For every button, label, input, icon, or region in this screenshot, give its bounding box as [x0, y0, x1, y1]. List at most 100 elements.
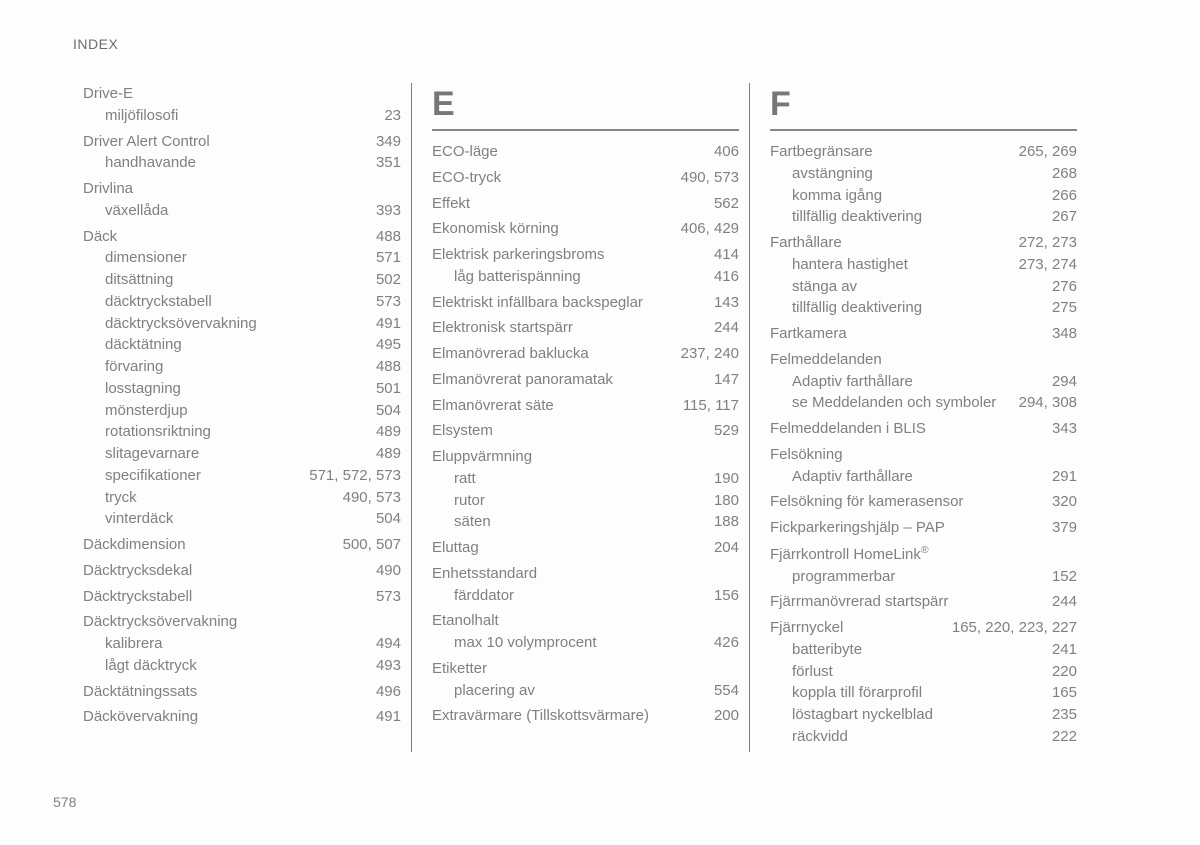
entry-label: Elmanövrerat panoramatak — [432, 369, 613, 391]
entry-pages: 494 — [370, 633, 401, 655]
entry-pages: 143 — [708, 292, 739, 314]
index-entry: Fjärrnyckel165, 220, 223, 227 — [770, 617, 1077, 639]
entry-pages: 220 — [1046, 661, 1077, 683]
entry-label: förlust — [792, 661, 833, 683]
index-entry: Eluttag204 — [432, 537, 739, 559]
entry-label: rutor — [454, 490, 485, 512]
index-subentry: max 10 volymprocent426 — [432, 632, 739, 654]
section-letter: E — [432, 87, 739, 121]
entry-pages: 573 — [370, 291, 401, 313]
entry-pages: 488 — [370, 226, 401, 248]
entry-label: Felmeddelanden — [770, 349, 882, 371]
index-entry: Däckövervakning 491 — [83, 706, 401, 728]
entry-label: Fjärrkontroll HomeLink® — [770, 543, 929, 566]
entry-label: löstagbart nyckelblad — [792, 704, 933, 726]
index-entry: Farthållare272, 273 — [770, 232, 1077, 254]
index-subentry: rotationsriktning489 — [83, 421, 401, 443]
entry-pages: 379 — [1046, 517, 1077, 539]
index-subentry: tillfällig deaktivering267 — [770, 206, 1077, 228]
entry-pages: 562 — [708, 193, 739, 215]
index-column: FFartbegränsare265, 269avstängning268kom… — [749, 83, 1087, 752]
index-subentry: koppla till förarprofil165 — [770, 682, 1077, 704]
entry-pages: 273, 274 — [1013, 254, 1077, 276]
entry-pages: 188 — [708, 511, 739, 533]
entry-label: ditsättning — [105, 269, 173, 291]
entry-label: handhavande — [105, 152, 196, 174]
index-subentry: förvaring488 — [83, 356, 401, 378]
entry-label: Fartbegränsare — [770, 141, 873, 163]
entry-label: Effekt — [432, 193, 470, 215]
index-entry: Fjärrkontroll HomeLink® — [770, 543, 1077, 566]
entry-label: komma igång — [792, 185, 882, 207]
index-subentry: hantera hastighet273, 274 — [770, 254, 1077, 276]
index-entry: Etiketter — [432, 658, 739, 680]
entry-pages: 244 — [1046, 591, 1077, 613]
index-subentry: placering av554 — [432, 680, 739, 702]
index-entry: Elmanövrerad baklucka237, 240 — [432, 343, 739, 365]
index-columns: Drive-Emiljöfilosofi23Driver Alert Contr… — [73, 83, 1087, 752]
entry-label: Däckdimension — [83, 534, 186, 556]
entry-pages: 351 — [370, 152, 401, 174]
index-entry: Felmeddelanden — [770, 349, 1077, 371]
entry-label: däcktätning — [105, 334, 182, 356]
entry-label: Elektrisk parkeringsbroms — [432, 244, 605, 266]
index-entry: Däcktrycksövervakning — [83, 611, 401, 633]
entry-pages: 491 — [370, 706, 401, 728]
entry-label: däcktrycksövervakning — [105, 313, 257, 335]
entry-label: Felsökning för kamerasensor — [770, 491, 963, 513]
entry-label: Däcktrycksövervakning — [83, 611, 237, 633]
entry-pages: 500, 507 — [337, 534, 401, 556]
entry-pages: 267 — [1046, 206, 1077, 228]
entry-pages: 200 — [708, 705, 739, 727]
entry-pages: 268 — [1046, 163, 1077, 185]
entry-pages: 266 — [1046, 185, 1077, 207]
entry-label: Däckövervakning — [83, 706, 198, 728]
index-subentry: slitagevarnare489 — [83, 443, 401, 465]
entry-pages: 156 — [708, 585, 739, 607]
entry-pages: 414 — [708, 244, 739, 266]
entry-label: se Meddelanden och symboler — [792, 392, 996, 414]
entry-label: kalibrera — [105, 633, 163, 655]
entry-pages: 349 — [370, 131, 401, 153]
entry-label: låg batterispänning — [454, 266, 581, 288]
entry-pages: 495 — [370, 334, 401, 356]
index-subentry: löstagbart nyckelblad235 — [770, 704, 1077, 726]
entry-label: färddator — [454, 585, 514, 607]
index-entry: Fartbegränsare265, 269 — [770, 141, 1077, 163]
entry-label: programmerbar — [792, 566, 895, 588]
entry-label: slitagevarnare — [105, 443, 199, 465]
entry-label: avstängning — [792, 163, 873, 185]
index-subentry: däcktätning 495 — [83, 334, 401, 356]
index-entry: Elektriskt infällbara backspeglar143 — [432, 292, 739, 314]
entry-label: säten — [454, 511, 491, 533]
entry-pages: 490, 573 — [337, 487, 401, 509]
entry-pages: 488 — [370, 356, 401, 378]
index-subentry: ratt190 — [432, 468, 739, 490]
index-column: Drive-Emiljöfilosofi23Driver Alert Contr… — [73, 83, 411, 752]
entry-pages: 343 — [1046, 418, 1077, 440]
entry-label: Däcktätningssats — [83, 681, 197, 703]
entry-label: vinterdäck — [105, 508, 173, 530]
index-entry: Ekonomisk körning406, 429 — [432, 218, 739, 240]
index-entry: Elektrisk parkeringsbroms 414 — [432, 244, 739, 266]
index-subentry: växellåda393 — [83, 200, 401, 222]
index-entry: Enhetsstandard — [432, 563, 739, 585]
entry-label: Adaptiv farthållare — [792, 466, 913, 488]
index-entry: Fickparkeringshjälp – PAP379 — [770, 517, 1077, 539]
entry-pages: 147 — [708, 369, 739, 391]
entry-label: koppla till förarprofil — [792, 682, 922, 704]
index-subentry: specifikationer571, 572, 573 — [83, 465, 401, 487]
index-subentry: däcktrycksövervakning491 — [83, 313, 401, 335]
index-subentry: vinterdäck504 — [83, 508, 401, 530]
index-entry: Extravärmare (Tillskottsvärmare)200 — [432, 705, 739, 727]
page-header: INDEX — [73, 36, 118, 52]
index-entry: Drive-E — [83, 83, 401, 105]
page-number: 578 — [53, 794, 76, 810]
entry-label: ECO-läge — [432, 141, 498, 163]
entry-label: tryck — [105, 487, 137, 509]
entry-label: Elektronisk startspärr — [432, 317, 573, 339]
entry-label: Farthållare — [770, 232, 842, 254]
index-subentry: handhavande 351 — [83, 152, 401, 174]
index-entry: Däck488 — [83, 226, 401, 248]
index-subentry: färddator 156 — [432, 585, 739, 607]
